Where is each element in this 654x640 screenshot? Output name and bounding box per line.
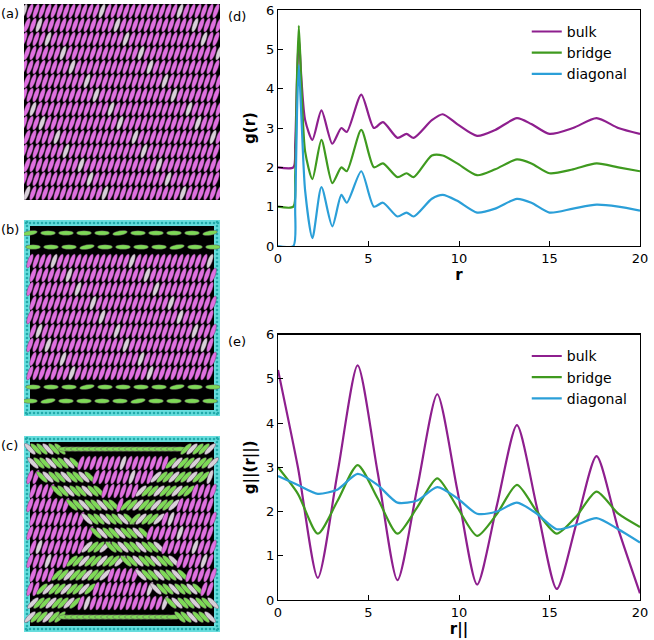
svg-text:3: 3 — [266, 121, 274, 136]
svg-text:bulk: bulk — [567, 24, 598, 40]
svg-text:10: 10 — [451, 251, 468, 266]
svg-text:20: 20 — [632, 605, 649, 620]
svg-text:2: 2 — [266, 160, 274, 175]
svg-text:6: 6 — [266, 3, 274, 18]
svg-text:15: 15 — [541, 251, 558, 266]
svg-text:1: 1 — [266, 548, 274, 563]
svg-text:20: 20 — [632, 251, 649, 266]
svg-text:r: r — [455, 266, 463, 284]
svg-text:0: 0 — [274, 251, 282, 266]
svg-text:5: 5 — [266, 42, 274, 57]
svg-text:5: 5 — [364, 251, 372, 266]
svg-text:g||(r||): g||(r||) — [241, 440, 260, 494]
svg-text:5: 5 — [266, 371, 274, 386]
svg-text:(d): (d) — [228, 9, 246, 24]
svg-text:(a): (a) — [1, 6, 19, 21]
svg-text:10: 10 — [451, 605, 468, 620]
svg-text:4: 4 — [266, 81, 274, 96]
svg-text:1: 1 — [266, 199, 274, 214]
svg-text:(b): (b) — [1, 222, 19, 237]
svg-text:4: 4 — [266, 416, 274, 431]
svg-text:diagonal: diagonal — [567, 391, 627, 407]
svg-text:0: 0 — [266, 239, 274, 254]
svg-text:0: 0 — [266, 593, 274, 608]
svg-text:bridge: bridge — [567, 370, 612, 386]
svg-text:r||: r|| — [450, 620, 468, 639]
svg-text:5: 5 — [364, 605, 372, 620]
svg-text:6: 6 — [266, 327, 274, 342]
svg-text:3: 3 — [266, 460, 274, 475]
svg-text:2: 2 — [266, 504, 274, 519]
svg-text:diagonal: diagonal — [567, 66, 627, 82]
svg-text:15: 15 — [541, 605, 558, 620]
svg-text:(c): (c) — [1, 438, 18, 453]
svg-text:(e): (e) — [228, 334, 246, 349]
svg-text:g(r): g(r) — [241, 112, 259, 144]
svg-text:0: 0 — [274, 605, 282, 620]
svg-text:bulk: bulk — [567, 348, 598, 364]
svg-text:bridge: bridge — [567, 45, 612, 61]
